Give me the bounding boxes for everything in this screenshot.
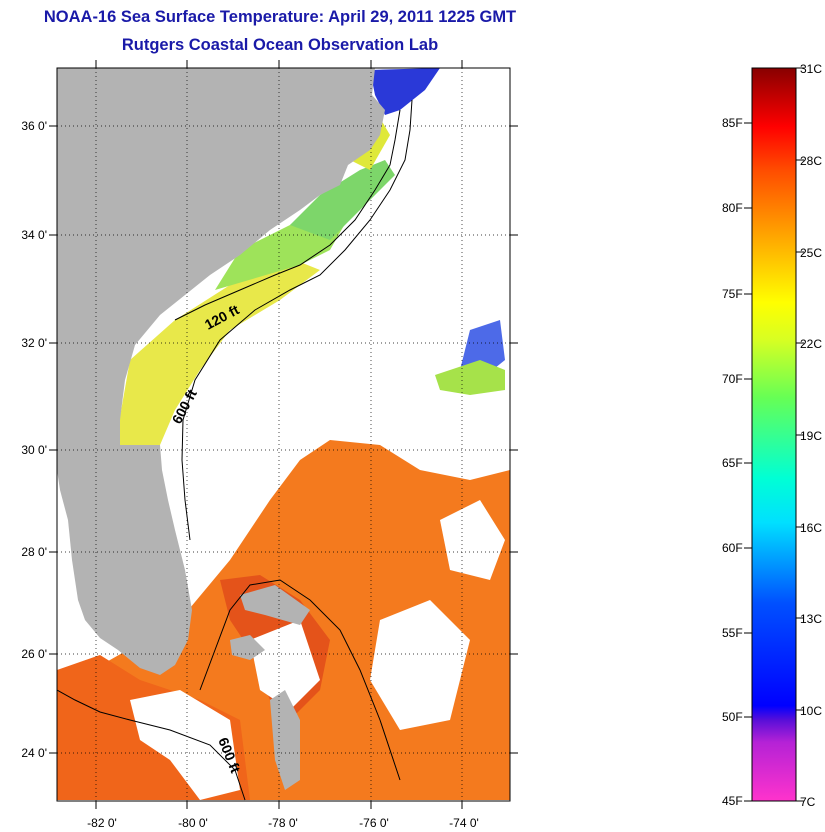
cloud-gap-2 xyxy=(370,600,470,730)
lon-label-80: -80 0' xyxy=(178,816,208,830)
colorbar-c-label-22: 22C xyxy=(800,337,822,351)
land-mainland xyxy=(57,68,385,445)
shelf-water-north xyxy=(290,160,395,240)
lat-label-32: 32 0' xyxy=(21,336,47,350)
lat-label-30: 30 0' xyxy=(21,443,47,457)
colorbar-f-label-55: 55F xyxy=(722,626,743,640)
colorbar-c-label-25: 25C xyxy=(800,246,822,260)
map-subtitle: Rutgers Coastal Ocean Observation Lab xyxy=(121,36,439,54)
colorbar-c-label-28: 28C xyxy=(800,154,822,168)
cloud-gap-4 xyxy=(130,690,240,800)
colorbar-f-label-75: 75F xyxy=(722,287,743,301)
map-title: NOAA-16 Sea Surface Temperature: April 2… xyxy=(43,8,517,26)
colorbar-c-label-7: 7C xyxy=(800,795,816,809)
land-florida xyxy=(57,445,192,675)
lat-label-34: 34 0' xyxy=(21,228,47,242)
colorbar-c-ticks xyxy=(796,67,804,802)
colorbar-f-label-70: 70F xyxy=(722,372,743,386)
axis-ticks xyxy=(49,60,518,809)
colorbar-f-label-65: 65F xyxy=(722,456,743,470)
colorbar-c-label-13: 13C xyxy=(800,612,822,626)
contour-120ft xyxy=(174,109,401,321)
colorbar-f-label-50: 50F xyxy=(722,710,743,724)
colorbar-c-label-31: 31C xyxy=(800,62,822,76)
lon-label-76: -76 0' xyxy=(359,816,389,830)
lat-label-24: 24 0' xyxy=(21,746,47,760)
colorbar-f-label-85: 85F xyxy=(722,116,743,130)
land-bahamas-abaco xyxy=(240,585,310,625)
colorbar-f-label-80: 80F xyxy=(722,201,743,215)
cloud-gap-3 xyxy=(440,500,505,580)
colorbar-f-label-45: 45F xyxy=(722,794,743,808)
colorbar-f-label-60: 60F xyxy=(722,541,743,555)
colorbar-gradient xyxy=(751,67,797,802)
colorbar-f-ticks xyxy=(744,122,752,802)
land-bahamas-andros xyxy=(270,690,300,790)
colorbar-c-label-19: 19C xyxy=(800,429,822,443)
lon-label-82: -82 0' xyxy=(87,816,117,830)
cool-water-east xyxy=(435,360,505,395)
lon-label-74: -74 0' xyxy=(449,816,479,830)
contour-600ft xyxy=(181,99,413,541)
cold-water-north xyxy=(370,68,440,115)
lat-label-36: 36 0' xyxy=(21,119,47,133)
contour-600ft-south xyxy=(199,579,401,781)
colorbar-c-label-16: 16C xyxy=(800,521,822,535)
land-bahamas-grand xyxy=(230,635,265,660)
lat-label-28: 28 0' xyxy=(21,545,47,559)
colorbar-c-label-10: 10C xyxy=(800,704,822,718)
cloud-gap-1 xyxy=(250,620,320,710)
lat-label-26: 26 0' xyxy=(21,647,47,661)
contour-shelf-florida xyxy=(57,689,246,801)
shelf-water-south xyxy=(115,262,320,445)
lon-label-78: -78 0' xyxy=(268,816,298,830)
